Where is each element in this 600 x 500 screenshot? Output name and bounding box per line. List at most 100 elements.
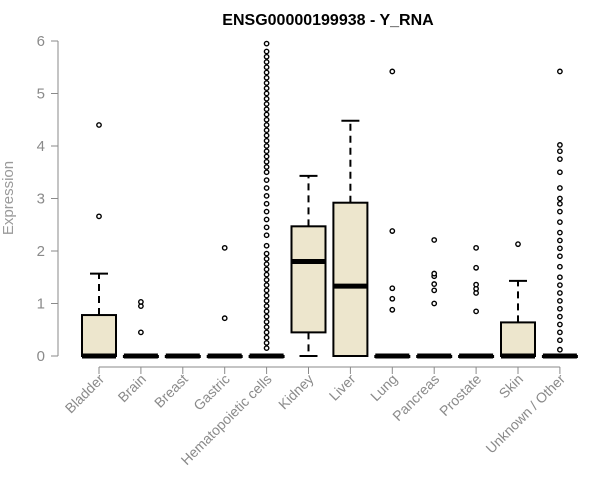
outlier-point <box>263 192 270 199</box>
outlier-point <box>263 255 270 262</box>
outlier-point <box>263 74 270 81</box>
x-tick-label: Skin <box>496 371 527 402</box>
outlier-point <box>263 64 270 71</box>
outlier-point <box>557 337 563 344</box>
outlier-point <box>221 244 228 251</box>
boxes-layer <box>81 40 578 359</box>
box-hematopoietic-cells <box>248 40 285 359</box>
outlier-point <box>557 219 563 226</box>
outlier-point <box>96 213 102 220</box>
outlier-point <box>263 287 270 294</box>
outlier-point <box>263 250 270 257</box>
outlier-point <box>557 169 563 176</box>
outlier-point <box>431 300 438 307</box>
outlier-point <box>221 315 228 322</box>
box-body <box>500 321 536 357</box>
outlier-point <box>263 116 270 123</box>
outlier-point <box>263 297 270 304</box>
outlier-point <box>137 329 144 336</box>
outlier-point <box>263 40 270 47</box>
x-tick-label: Unknown / Other <box>482 371 568 457</box>
outlier-point <box>557 195 563 202</box>
y-tick-label: 3 <box>37 191 45 208</box>
outlier-point <box>431 281 438 287</box>
y-tick-label: 2 <box>37 243 45 260</box>
box-body <box>332 201 369 357</box>
y-tick-label: 1 <box>37 296 45 313</box>
outlier-point <box>557 274 563 281</box>
outlier-point <box>473 244 479 251</box>
outlier-point <box>263 303 270 310</box>
outlier-point <box>515 241 521 248</box>
outlier-point <box>473 308 479 315</box>
outlier-point <box>263 69 270 76</box>
box-bladder <box>81 122 117 359</box>
outlier-point <box>263 266 270 273</box>
outlier-point <box>557 346 563 353</box>
box-lung <box>374 68 411 359</box>
x-tick-label: Breast <box>151 371 191 411</box>
outlier-point <box>263 132 270 139</box>
outlier-point <box>263 48 270 55</box>
outlier-point <box>263 122 270 128</box>
x-tick-label: Kidney <box>275 371 317 413</box>
y-axis-label: Expression <box>0 161 17 235</box>
outlier-point <box>389 295 396 302</box>
outlier-point <box>557 245 563 252</box>
box-breast <box>164 353 201 359</box>
outlier-point <box>557 297 563 304</box>
box-unknown-other <box>541 68 578 359</box>
outlier-point <box>263 80 270 86</box>
outlier-point <box>263 169 270 176</box>
x-tick-label: Brain <box>115 371 149 405</box>
outlier-point <box>389 228 396 234</box>
y-tick-label: 4 <box>37 138 45 155</box>
outlier-point <box>389 306 396 313</box>
outlier-point <box>557 282 563 289</box>
outlier-point <box>431 287 438 294</box>
outlier-point <box>263 127 270 134</box>
outlier-point <box>263 53 270 60</box>
outlier-point <box>431 270 438 277</box>
x-tick-label: Prostate <box>436 371 484 419</box>
outlier-point <box>263 292 270 299</box>
outlier-point <box>263 106 270 113</box>
box-liver <box>332 119 369 357</box>
outlier-point <box>263 216 270 223</box>
box-kidney <box>290 174 327 357</box>
box-brain <box>122 299 159 359</box>
outlier-point <box>389 68 396 75</box>
y-axis: 0 1 2 3 4 5 6 <box>37 33 59 365</box>
outlier-point <box>557 68 563 75</box>
box-body <box>81 314 117 357</box>
outlier-point <box>263 242 270 249</box>
outlier-point <box>431 237 438 243</box>
box-pancreas <box>416 237 453 359</box>
outlier-point <box>263 177 270 184</box>
y-tick-label: 5 <box>37 86 45 103</box>
outlier-point <box>557 290 563 296</box>
outlier-point <box>263 313 270 320</box>
outlier-point <box>263 101 270 107</box>
outlier-point <box>557 229 563 236</box>
outlier-point <box>96 122 102 128</box>
box-gastric <box>206 244 243 359</box>
x-tick-label: Liver <box>326 371 359 404</box>
outlier-point <box>263 59 270 65</box>
outlier-point <box>263 271 270 278</box>
outlier-point <box>263 232 270 239</box>
outlier-point <box>263 95 270 102</box>
outlier-point <box>557 185 563 191</box>
outlier-point <box>557 148 563 155</box>
outlier-point <box>557 253 563 260</box>
outlier-point <box>263 208 270 215</box>
outlier-point <box>473 281 479 288</box>
outlier-point <box>263 185 270 191</box>
outlier-point <box>263 143 270 149</box>
outlier-point <box>557 156 563 163</box>
outlier-point <box>263 345 270 352</box>
outlier-point <box>263 148 270 155</box>
x-tick-label: Lung <box>367 371 400 404</box>
